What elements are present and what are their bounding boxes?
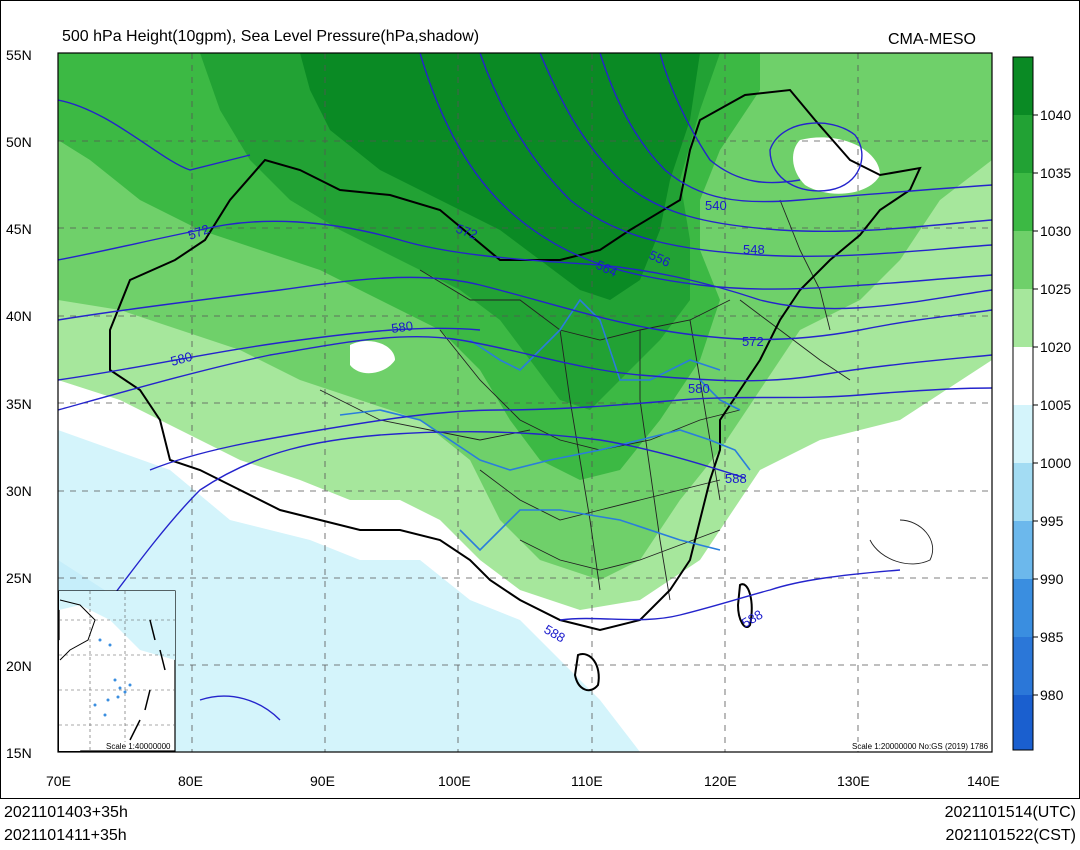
colorbar [1012,56,1038,751]
contour-label: 580 [390,318,414,336]
lat-tick: 30N [6,483,32,499]
contour-label: 580 [169,349,194,369]
colorbar-swatch [1013,173,1033,231]
contour-label: 572 [454,221,480,243]
lon-tick: 110E [571,773,603,789]
contour-label: 540 [705,198,727,213]
colorbar-label: 995 [1040,513,1064,529]
pressure-fill-1005 [58,430,640,752]
lat-tick: 35N [6,396,32,412]
colorbar-swatch [1013,347,1033,405]
figure-frame [0,0,1080,799]
pressure-fill-1005 [170,680,290,752]
colorbar-label: 1005 [1040,397,1072,413]
contour-label: 548 [743,242,765,257]
pressure-fill-1040 [300,53,700,300]
lat-tick: 40N [6,308,32,324]
colorbar-label: 990 [1040,571,1064,587]
colorbar-swatch [1013,115,1033,173]
source-label: CMA-MESO [888,31,976,48]
lat-tick: 55N [6,47,32,63]
south-china-sea-inset: Scale 1:40000000 [58,590,176,752]
rivers [339,298,751,552]
lon-tick: 100E [438,773,471,789]
init-time-cst: 2021101411+35h [4,827,127,844]
colorbar-swatch [1013,57,1033,115]
colorbar-swatch [1013,637,1033,695]
lon-tick: 70E [46,773,71,789]
contour-label: 572 [186,221,212,243]
inset-scale-note: Scale 1:40000000 [106,742,171,751]
colorbar-label: 1025 [1040,281,1072,297]
colorbar-swatch [1013,289,1033,347]
valid-time-cst: 2021101522(CST) [945,827,1076,844]
lon-tick: 140E [967,773,1000,789]
colorbar-swatch [1013,695,1033,750]
colorbar-frame [1012,56,1034,751]
contour-label: 580 [688,381,710,396]
colorbar-label: 985 [1040,629,1064,645]
colorbar-label: 1030 [1040,223,1072,239]
init-time-utc: 2021101403+35h [4,804,128,821]
colorbar-label: 980 [1040,687,1064,703]
colorbar-swatch [1013,521,1033,579]
contour-label: 572 [742,334,764,349]
colorbar-label: 1000 [1040,455,1072,471]
lat-tick: 45N [6,221,32,237]
lat-tick: 15N [6,745,32,761]
valid-time-utc: 2021101514(UTC) [944,804,1076,821]
lat-tick: 25N [6,570,32,586]
province-boundaries [319,199,934,601]
lon-tick: 90E [310,773,335,789]
main-scale-note: Scale 1:20000000 No:GS (2019) 1786 [852,742,989,751]
map-title: 500 hPa Height(10gpm), Sea Level Pressur… [62,28,480,45]
colorbar-label: 1020 [1040,339,1072,355]
lat-tick: 50N [6,134,32,150]
map-frame [57,52,993,753]
pressure-fill-1020 [350,340,395,374]
lat-tick: 20N [6,658,32,674]
colorbar-swatch [1013,405,1033,463]
colorbar-label: 1035 [1040,165,1072,181]
height-contours [58,53,992,721]
lon-tick: 80E [178,773,203,789]
colorbar-swatch [1013,463,1033,521]
national-boundary [109,88,922,692]
contour-label: 588 [725,471,747,486]
colorbar-swatch [1013,579,1033,637]
colorbar-swatch [1013,231,1033,289]
colorbar-label: 1040 [1040,107,1072,123]
lon-tick: 120E [704,773,737,789]
lon-tick: 130E [837,773,870,789]
